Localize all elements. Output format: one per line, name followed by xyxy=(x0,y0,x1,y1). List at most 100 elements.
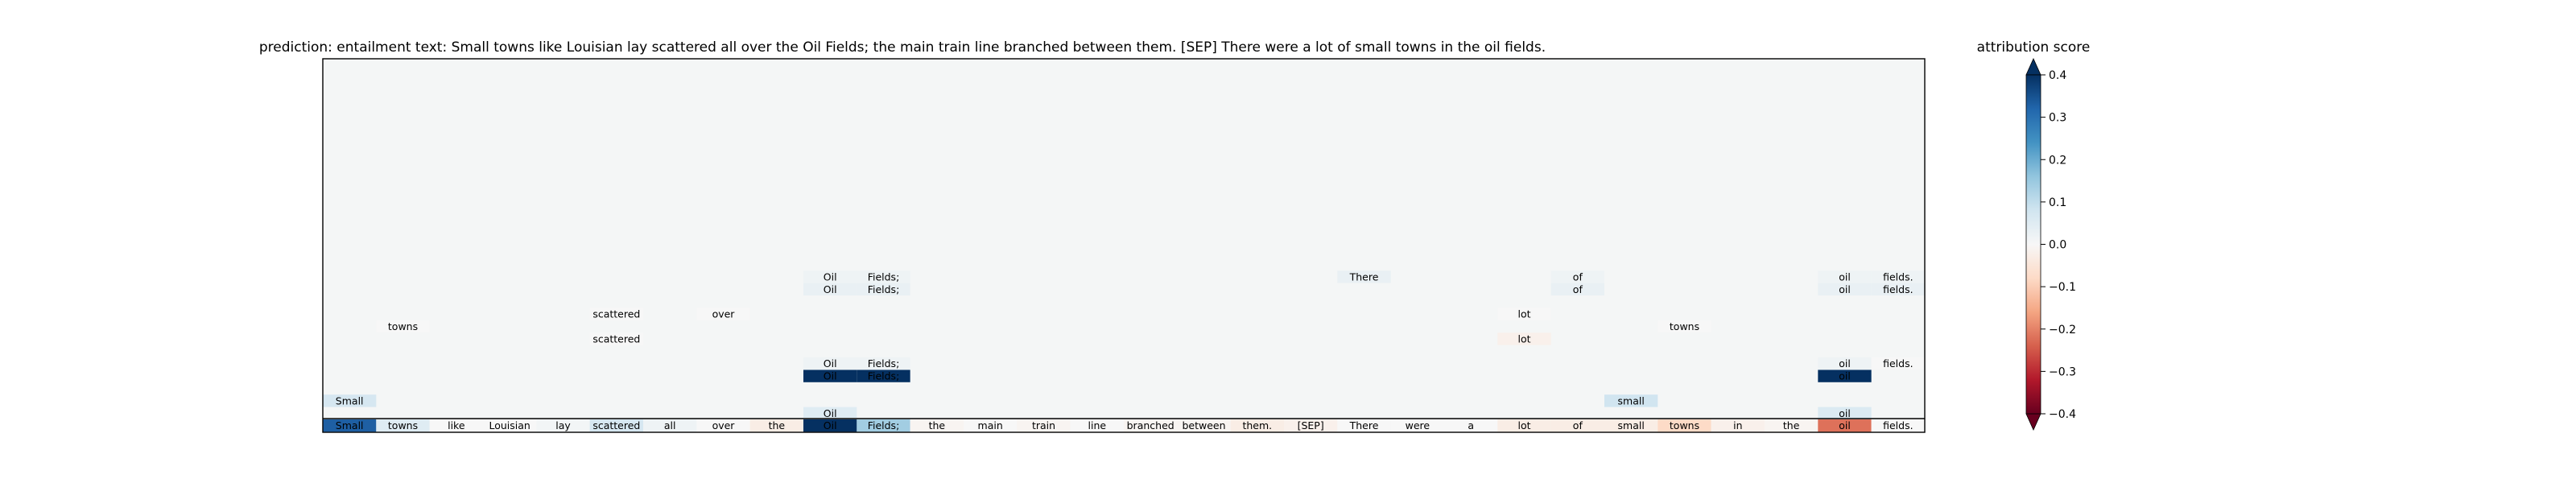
token-cell xyxy=(1711,419,1765,432)
colorbar-tick-label: −0.3 xyxy=(2049,365,2076,378)
token-cell xyxy=(1765,419,1818,432)
token-cell xyxy=(1871,419,1925,432)
token-label: in xyxy=(1733,419,1742,431)
token-label: Louisian xyxy=(489,419,530,431)
token-label: lay xyxy=(555,419,571,431)
attribution-label: fields. xyxy=(1883,283,1913,295)
token-cell xyxy=(1657,419,1711,432)
token-label: between xyxy=(1182,419,1225,431)
attribution-cell xyxy=(857,357,910,370)
attribution-label: Fields; xyxy=(868,270,900,283)
token-label: of xyxy=(1573,419,1583,431)
token-cell xyxy=(1230,419,1284,432)
attribution-cell xyxy=(1657,320,1711,333)
token-label: towns xyxy=(388,419,418,431)
colorbar-tick-label: 0.4 xyxy=(2049,69,2066,82)
attribution-label: fields. xyxy=(1883,357,1913,369)
attribution-cell xyxy=(1818,270,1872,283)
attribution-cells: Small towns like Louisian lay scattered all ove… xyxy=(323,270,1925,432)
token-label: all xyxy=(664,419,676,431)
attribution-cell xyxy=(1818,283,1872,295)
plot-area xyxy=(323,59,1925,432)
token-cell xyxy=(1604,419,1658,432)
colorbar-tick-label: −0.1 xyxy=(2049,281,2076,294)
token-label: oil xyxy=(1839,419,1851,431)
token-cell xyxy=(749,419,803,432)
attribution-cell xyxy=(803,357,857,370)
colorbar-tick-label: 0.3 xyxy=(2049,112,2066,125)
attribution-cell xyxy=(1497,308,1551,320)
attribution-cell xyxy=(1818,407,1872,419)
attribution-cell xyxy=(1871,283,1925,295)
attribution-label: of xyxy=(1573,270,1583,283)
token-cell xyxy=(696,419,750,432)
token-label: over xyxy=(712,419,736,431)
chart-title: prediction: entailment text: Small towns… xyxy=(259,39,1546,56)
attribution-cell xyxy=(803,270,857,283)
token-cell xyxy=(1337,419,1391,432)
attribution-label: oil xyxy=(1839,357,1851,369)
token-cell xyxy=(536,419,590,432)
token-label: train xyxy=(1032,419,1055,431)
token-cell xyxy=(1177,419,1231,432)
attribution-label: Fields; xyxy=(868,370,900,382)
token-cell xyxy=(1390,419,1444,432)
attribution-cell xyxy=(1818,357,1872,370)
attribution-label: Oil xyxy=(824,283,837,295)
colorbar: 0.4 0.3 0.2 0.1 0.0 −0.1 −0.2 −0.3 −0.4 xyxy=(2025,58,2076,431)
token-cell xyxy=(589,419,643,432)
attribution-cell xyxy=(376,320,430,333)
attribution-cell xyxy=(1818,369,1872,382)
token-label: Fields; xyxy=(868,419,900,431)
token-label: Oil xyxy=(824,419,837,431)
attribution-label: Oil xyxy=(824,357,837,369)
attribution-label: of xyxy=(1573,283,1583,295)
attribution-cell xyxy=(803,407,857,419)
token-label: scattered xyxy=(592,419,640,431)
attribution-label: Oil xyxy=(824,407,837,419)
attribution-cell xyxy=(696,308,750,320)
token-cell xyxy=(376,419,430,432)
attribution-cell xyxy=(803,283,857,295)
attribution-label: towns xyxy=(388,320,418,332)
attribution-label: Fields; xyxy=(868,283,900,295)
attribution-label: oil xyxy=(1839,407,1851,419)
attribution-label: lot xyxy=(1517,332,1530,345)
attribution-label: There xyxy=(1349,270,1379,283)
attribution-label: scattered xyxy=(592,308,640,320)
attribution-label: Fields; xyxy=(868,357,900,369)
token-label: fields. xyxy=(1883,419,1913,431)
token-cell xyxy=(1017,419,1071,432)
token-cell xyxy=(483,419,537,432)
token-cell xyxy=(803,419,857,432)
token-label: were xyxy=(1406,419,1430,431)
colorbar-tick-label: 0.2 xyxy=(2049,154,2066,167)
token-cell xyxy=(1444,419,1498,432)
token-label: a xyxy=(1468,419,1474,431)
token-cell xyxy=(857,419,910,432)
token-label: main xyxy=(978,419,1003,431)
token-label: the xyxy=(1783,419,1800,431)
attribution-cell xyxy=(1337,270,1391,283)
token-label: line xyxy=(1088,419,1107,431)
colorbar-tick-label: 0.0 xyxy=(2049,239,2066,252)
token-label: [SEP] xyxy=(1298,419,1324,431)
attribution-label: Oil xyxy=(824,270,837,283)
attribution-cell xyxy=(1497,332,1551,345)
attribution-cell xyxy=(857,369,910,382)
token-label: Small xyxy=(336,419,364,431)
token-label: the xyxy=(769,419,786,431)
colorbar-tick-label: −0.2 xyxy=(2049,324,2076,336)
token-label: There xyxy=(1349,419,1379,431)
token-cell xyxy=(643,419,697,432)
attribution-cell xyxy=(589,332,643,345)
attribution-label: Small xyxy=(336,394,364,407)
attribution-label: lot xyxy=(1517,308,1530,320)
token-label: them. xyxy=(1242,419,1272,431)
token-cell xyxy=(1550,419,1604,432)
token-cell xyxy=(1497,419,1551,432)
attribution-cell xyxy=(1871,357,1925,370)
token-label: like xyxy=(448,419,465,431)
colorbar-tick-label: −0.4 xyxy=(2049,408,2076,421)
token-cell xyxy=(1070,419,1124,432)
